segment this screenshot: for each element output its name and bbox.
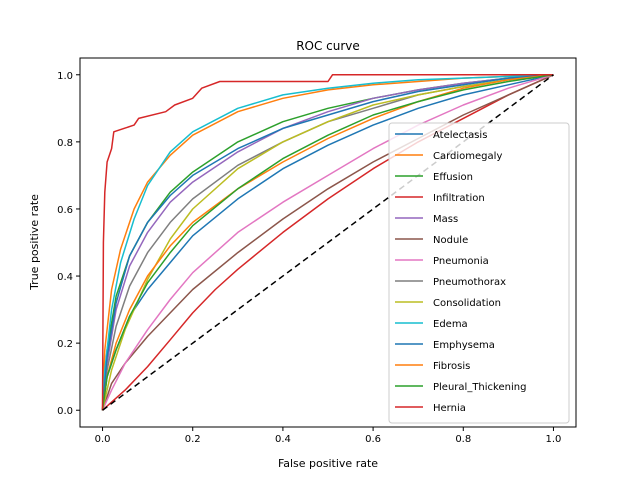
y-tick-label: 0.8 [57,138,73,149]
axis-ticks: 0.0 0.2 0.4 0.6 0.8 1.0 0.0 0.2 0.4 0.6 0.8 1.0 [57,71,561,445]
legend-label: Pneumothorax [433,277,506,288]
series-line-cardiomegaly [101,74,554,411]
legend-label: Edema [433,319,468,330]
legend-label: Hernia [433,403,466,414]
legend-label: Emphysema [433,340,495,351]
series-line-pneumonia [101,74,554,411]
legend-label: Nodule [433,235,468,246]
x-tick-label: 0.2 [185,434,201,445]
legend-label: Infiltration [433,193,485,204]
x-tick-label: 1.0 [546,434,562,445]
diagonal-baseline [102,74,554,411]
x-tick-label: 0.4 [275,434,291,445]
legend-label: Pleural_Thickening [433,382,526,393]
plot-area [101,74,554,411]
x-tick-label: 0.8 [455,434,471,445]
legend-label: Effusion [433,172,473,183]
series-line-mass [101,74,554,411]
legend-label: Consolidation [433,298,501,309]
series-line-consolidation [101,74,554,411]
legend-label: Atelectasis [433,130,487,141]
plot-frame [79,57,577,428]
series-line-pleural-thickening [101,74,554,411]
y-axis-title: True positive rate [28,194,41,291]
chart-title: ROC curve [296,39,360,53]
series-line-emphysema [101,74,554,411]
legend-label: Cardiomegaly [433,151,502,162]
legend-label: Pneumonia [433,256,489,267]
x-tick-label: 0.6 [365,434,381,445]
series-line-edema [101,74,554,411]
x-tick-label: 0.0 [95,434,111,445]
y-tick-label: 1.0 [57,71,73,82]
x-axis-title: False positive rate [278,457,378,470]
y-tick-label: 0.4 [57,272,73,283]
legend: Atelectasis Cardiomegaly Effusion Infiltrat… [388,122,570,424]
legend-label: Mass [433,214,458,225]
y-tick-label: 0.6 [57,205,73,216]
y-tick-label: 0.0 [57,406,73,417]
legend-box [388,122,570,424]
series-line-hernia [101,74,554,411]
y-tick-label: 0.2 [57,339,73,350]
legend-label: Fibrosis [433,361,470,372]
series-line-infiltration [102,74,554,411]
